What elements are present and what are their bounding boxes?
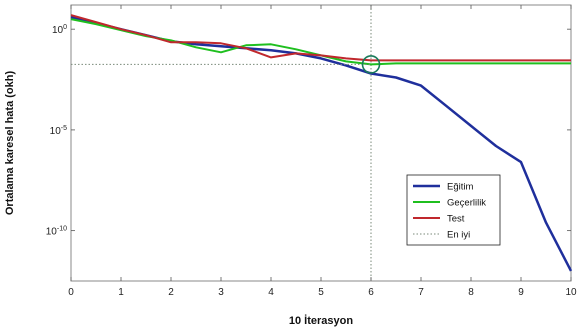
y-tick-label-1: 10-5 <box>50 125 67 137</box>
y-tick-label-0: 100 <box>52 24 67 36</box>
x-tick-label-3: 3 <box>218 287 224 298</box>
x-tick-label-5: 5 <box>318 287 324 298</box>
x-tick-label-2: 2 <box>168 287 174 298</box>
y-tick-label-2: 10-10 <box>46 226 67 238</box>
x-tick-label-8: 8 <box>468 287 474 298</box>
x-tick-label-0: 0 <box>68 287 74 298</box>
y-axis-label: Ortalama karesel hata (okh) <box>4 71 16 216</box>
plot-area <box>70 4 573 282</box>
x-tick-label-7: 7 <box>418 287 424 298</box>
legend-label-3: En iyi <box>447 230 470 241</box>
x-tick-label-1: 1 <box>118 287 124 298</box>
y-ticks: 100 10-5 10-10 <box>46 24 571 238</box>
x-tick-label-9: 9 <box>518 287 524 298</box>
legend-label-1: Geçerlilik <box>447 198 486 209</box>
best-marker <box>361 55 381 74</box>
series-layer <box>70 14 573 272</box>
series-line-2 <box>70 14 571 62</box>
x-tick-label-10: 10 <box>565 287 577 298</box>
legend-entries: Eğitim Geçerlilik Test En iyi <box>413 182 486 241</box>
x-axis-label: 10 İterasyon <box>289 314 353 327</box>
legend-label-2: Test <box>447 214 465 225</box>
x-ticks: 0 1 2 3 4 5 6 7 8 9 10 <box>68 5 577 298</box>
legend: Eğitim Geçerlilik Test En iyi <box>406 174 501 246</box>
x-tick-label-6: 6 <box>368 287 374 298</box>
x-tick-label-4: 4 <box>268 287 274 298</box>
legend-label-0: Eğitim <box>447 182 473 193</box>
